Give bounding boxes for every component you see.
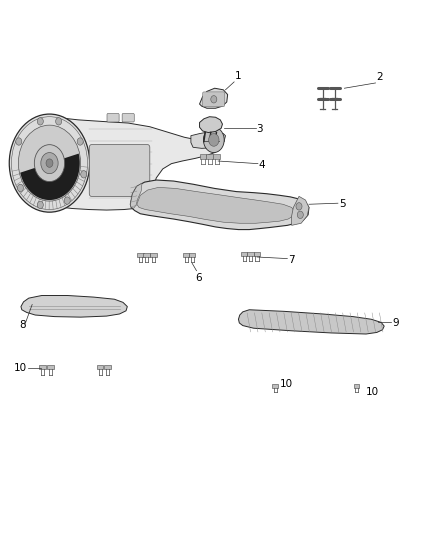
Polygon shape [292,196,309,225]
FancyBboxPatch shape [200,154,206,159]
Circle shape [37,118,43,125]
Circle shape [297,211,304,219]
FancyBboxPatch shape [97,365,103,369]
Circle shape [34,144,65,182]
Polygon shape [14,118,224,210]
Circle shape [18,125,81,201]
Circle shape [18,184,24,192]
Circle shape [37,201,43,208]
FancyBboxPatch shape [89,144,150,196]
Circle shape [41,152,58,174]
Circle shape [64,197,70,204]
FancyBboxPatch shape [107,114,119,122]
FancyBboxPatch shape [254,252,260,256]
Polygon shape [137,188,295,223]
FancyBboxPatch shape [241,252,247,256]
Polygon shape [21,295,127,317]
FancyBboxPatch shape [353,384,360,388]
Circle shape [203,127,224,152]
Circle shape [77,138,83,145]
FancyBboxPatch shape [104,365,111,369]
Text: 1: 1 [235,71,242,81]
FancyBboxPatch shape [247,252,254,256]
FancyBboxPatch shape [122,114,134,122]
Text: 3: 3 [257,124,263,134]
Polygon shape [20,154,80,200]
FancyBboxPatch shape [39,365,46,369]
Polygon shape [191,132,226,148]
FancyBboxPatch shape [272,384,278,388]
Polygon shape [200,117,223,133]
Circle shape [46,159,53,167]
FancyBboxPatch shape [47,365,53,369]
Polygon shape [131,183,142,208]
Circle shape [56,118,62,125]
Text: 2: 2 [376,72,383,82]
Text: 10: 10 [366,387,379,397]
Text: 5: 5 [339,199,346,209]
FancyBboxPatch shape [189,253,195,257]
Circle shape [16,138,22,145]
Text: 8: 8 [19,319,26,329]
Text: 10: 10 [280,378,293,389]
Text: 10: 10 [14,363,27,373]
Circle shape [211,95,217,103]
FancyBboxPatch shape [183,253,189,257]
Polygon shape [200,88,228,108]
Polygon shape [238,310,384,334]
Text: 9: 9 [392,318,399,328]
Text: 7: 7 [288,255,295,265]
FancyBboxPatch shape [144,253,150,257]
Circle shape [81,171,87,178]
Text: 6: 6 [195,273,202,283]
Circle shape [9,114,90,212]
Circle shape [296,203,302,210]
Circle shape [208,134,219,146]
FancyBboxPatch shape [150,253,156,257]
Text: 4: 4 [259,160,265,169]
FancyBboxPatch shape [137,253,144,257]
Polygon shape [131,180,309,230]
FancyBboxPatch shape [213,154,220,159]
FancyBboxPatch shape [202,92,225,107]
FancyBboxPatch shape [206,154,213,159]
